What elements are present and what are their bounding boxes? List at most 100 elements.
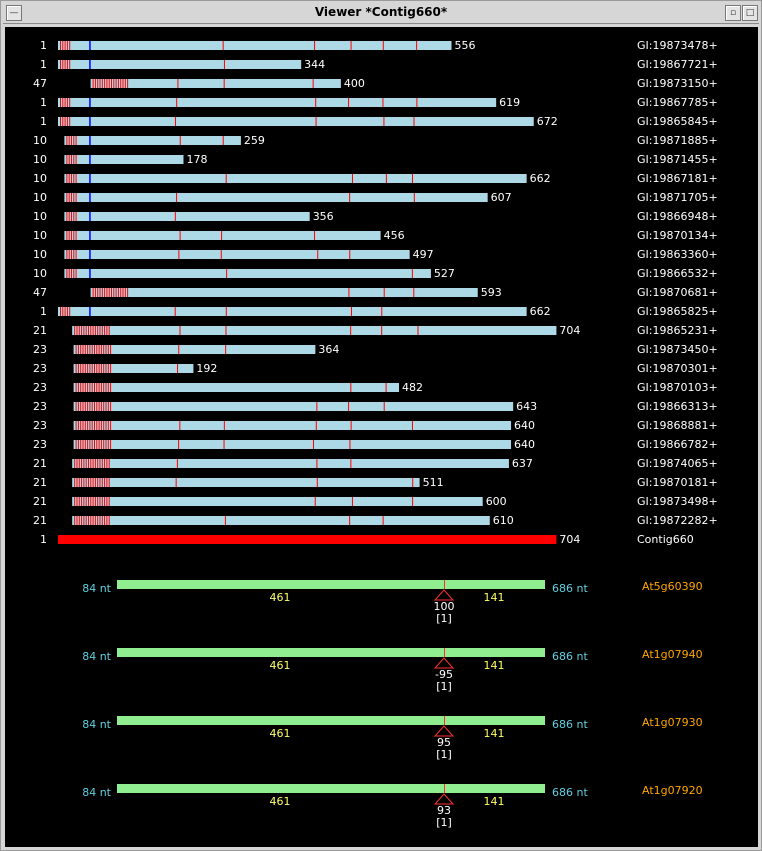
- position-marker-icon[interactable]: [433, 793, 455, 805]
- read-id[interactable]: GI:19872282+: [637, 514, 718, 527]
- read-id[interactable]: GI:19873498+: [637, 495, 718, 508]
- read-id[interactable]: GI:19870181+: [637, 476, 718, 489]
- mismatch-mark: [68, 269, 70, 278]
- gene-bar[interactable]: [117, 648, 545, 657]
- window-title: Viewer *Contig660*: [314, 5, 448, 19]
- read-bar[interactable]: [64, 250, 410, 259]
- mismatch-mark: [107, 440, 109, 449]
- mismatch-mark: [351, 497, 353, 506]
- mismatch-mark: [83, 478, 85, 487]
- read-id[interactable]: GI:19867721+: [637, 58, 718, 71]
- mismatch-mark: [178, 440, 180, 449]
- read-start: 10: [33, 191, 47, 204]
- read-bar[interactable]: [58, 60, 302, 69]
- read-bar[interactable]: [58, 307, 527, 316]
- mismatch-mark: [349, 440, 351, 449]
- read-id[interactable]: GI:19866532+: [637, 267, 718, 280]
- mismatch-mark: [75, 136, 77, 145]
- read-bar[interactable]: [64, 212, 310, 221]
- read-id[interactable]: GI:19871705+: [637, 191, 718, 204]
- mismatch-mark: [94, 288, 96, 297]
- gene-bar[interactable]: [117, 716, 545, 725]
- mismatch-mark: [124, 288, 126, 297]
- read-id[interactable]: GI:19873450+: [637, 343, 718, 356]
- read-bar[interactable]: [72, 516, 490, 525]
- read-id[interactable]: GI:19874065+: [637, 457, 718, 470]
- read-bar[interactable]: [64, 136, 241, 145]
- read-id[interactable]: GI:19870681+: [637, 286, 718, 299]
- read-bar[interactable]: [73, 421, 512, 430]
- read-id[interactable]: GI:19865845+: [637, 115, 718, 128]
- gene-name[interactable]: At1g07930: [642, 716, 703, 729]
- contig-bar[interactable]: [58, 535, 557, 544]
- read-bar[interactable]: [73, 364, 194, 373]
- read-id[interactable]: GI:19873150+: [637, 77, 718, 90]
- mismatch-mark: [75, 421, 77, 430]
- gene-name[interactable]: At5g60390: [642, 580, 703, 593]
- gene-bar[interactable]: [117, 580, 545, 589]
- read-id[interactable]: GI:19871455+: [637, 153, 718, 166]
- read-id[interactable]: GI:19865231+: [637, 324, 718, 337]
- position-marker-icon[interactable]: [433, 725, 455, 737]
- mismatch-mark: [77, 345, 79, 354]
- read-id[interactable]: GI:19866782+: [637, 438, 718, 451]
- read-bar[interactable]: [64, 155, 184, 164]
- read-bar[interactable]: [73, 440, 512, 449]
- position-marker-icon[interactable]: [433, 589, 455, 601]
- mismatch-mark: [85, 326, 87, 335]
- read-id[interactable]: GI:19866313+: [637, 400, 718, 413]
- read-bar[interactable]: [72, 497, 483, 506]
- alignment-canvas[interactable]: 1 556 GI:19873478+ 1 344 GI:19867721+ 47 400 GI:…: [5, 27, 758, 847]
- read-bar[interactable]: [72, 459, 509, 468]
- mismatch-mark: [99, 288, 101, 297]
- read-bar[interactable]: [73, 402, 514, 411]
- read-id[interactable]: GI:19873478+: [637, 39, 718, 52]
- gene-name[interactable]: At1g07940: [642, 648, 703, 661]
- maximize-button[interactable]: □: [742, 5, 758, 21]
- read-id[interactable]: GI:19870134+: [637, 229, 718, 242]
- mismatch-mark: [66, 307, 68, 316]
- title-bar[interactable]: — Viewer *Contig660* ▫ □: [3, 3, 759, 24]
- read-id[interactable]: GI:19866948+: [637, 210, 718, 223]
- read-bar[interactable]: [64, 193, 488, 202]
- read-bar[interactable]: [90, 288, 478, 297]
- mismatch-mark: [84, 383, 86, 392]
- read-bar[interactable]: [64, 269, 431, 278]
- mismatch-mark: [225, 326, 227, 335]
- read-id[interactable]: GI:19870301+: [637, 362, 718, 375]
- position-marker-icon[interactable]: [433, 657, 455, 669]
- read-id[interactable]: GI:19867181+: [637, 172, 718, 185]
- mismatch-mark: [383, 402, 385, 411]
- gene-name[interactable]: At1g07920: [642, 784, 703, 797]
- read-end: 192: [196, 362, 217, 375]
- read-id[interactable]: GI:19868881+: [637, 419, 718, 432]
- read-bar[interactable]: [90, 79, 341, 88]
- read-bar[interactable]: [73, 345, 316, 354]
- mismatch-mark: [75, 212, 77, 221]
- gap-mark: [89, 307, 91, 316]
- mismatch-mark: [74, 478, 76, 487]
- read-bar[interactable]: [58, 98, 497, 107]
- contig-name[interactable]: Contig660: [637, 533, 694, 546]
- read-id[interactable]: GI:19863360+: [637, 248, 718, 261]
- read-bar[interactable]: [64, 174, 527, 183]
- read-bar[interactable]: [58, 117, 534, 126]
- mismatch-mark: [68, 193, 70, 202]
- read-id[interactable]: GI:19870103+: [637, 381, 718, 394]
- gene-bar[interactable]: [117, 784, 545, 793]
- read-id[interactable]: GI:19871885+: [637, 134, 718, 147]
- read-end: 662: [530, 305, 551, 318]
- read-bar[interactable]: [58, 41, 452, 50]
- read-bar[interactable]: [72, 326, 557, 335]
- read-bar[interactable]: [72, 478, 420, 487]
- mismatch-mark: [84, 440, 86, 449]
- read-bar[interactable]: [73, 383, 400, 392]
- mismatch-mark: [87, 459, 89, 468]
- minimize-button[interactable]: ▫: [725, 5, 741, 21]
- read-bar[interactable]: [64, 231, 381, 240]
- mismatch-mark: [92, 497, 94, 506]
- mismatch-mark: [87, 516, 89, 525]
- read-id[interactable]: GI:19867785+: [637, 96, 718, 109]
- window-menu-button[interactable]: —: [6, 5, 22, 21]
- read-id[interactable]: GI:19865825+: [637, 305, 718, 318]
